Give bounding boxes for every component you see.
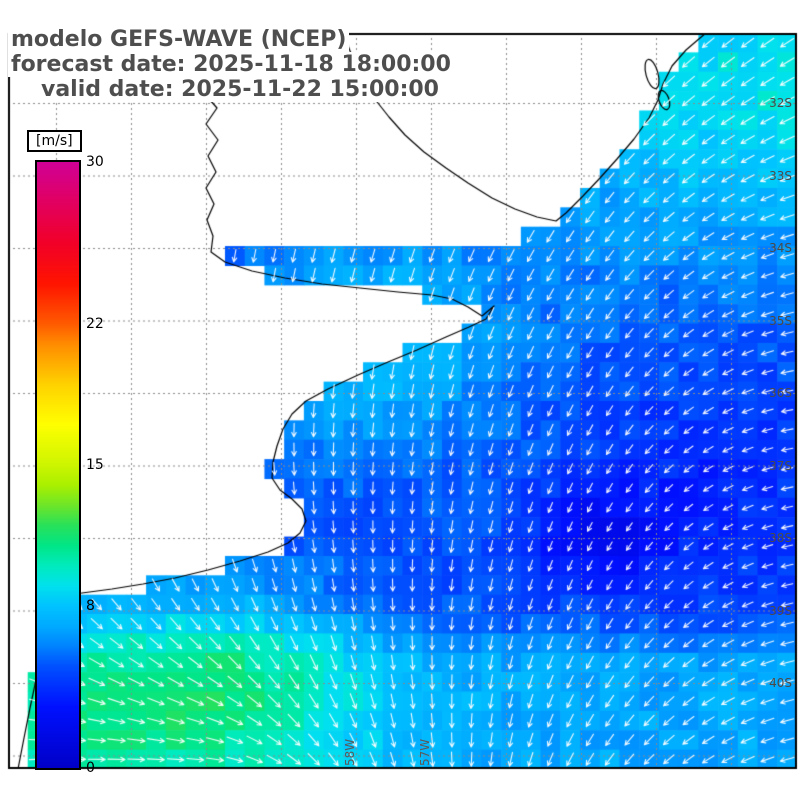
colorbar-gradient bbox=[37, 162, 79, 768]
colorbar-tick-30: 30 bbox=[86, 154, 104, 170]
colorbar bbox=[35, 160, 81, 770]
lat-label-39S: 39S bbox=[769, 603, 792, 618]
lat-label-38S: 38S bbox=[769, 531, 792, 545]
colorbar-tick-15: 15 bbox=[86, 457, 104, 473]
lon-label-58W: 58W bbox=[343, 738, 357, 766]
lat-label-40S: 40S bbox=[769, 676, 792, 690]
colorbar-tick-22: 22 bbox=[86, 315, 104, 332]
valid-date: valid date: 2025-11-22 15:00:00 bbox=[38, 77, 442, 102]
model-title: modelo GEFS-WAVE (NCEP) bbox=[8, 27, 350, 52]
lat-label-34S: 34S bbox=[769, 241, 792, 255]
colorbar-tick-8: 8 bbox=[86, 598, 95, 615]
title-block: modelo GEFS-WAVE (NCEP) forecast date: 2… bbox=[8, 27, 454, 102]
forecast-date: forecast date: 2025-11-18 18:00:00 bbox=[8, 52, 454, 77]
lon-label-57W: 57W bbox=[418, 738, 432, 766]
lat-label-37S: 37S bbox=[769, 458, 792, 473]
lat-label-33S: 33S bbox=[769, 168, 792, 183]
colorbar-tick-0: 0 bbox=[86, 760, 95, 776]
lat-label-36S: 36S bbox=[769, 386, 792, 400]
colorbar-unit-label: [m/s] bbox=[27, 130, 82, 152]
lat-label-35S: 35S bbox=[769, 313, 792, 328]
lat-label-32S: 32S bbox=[769, 96, 792, 110]
